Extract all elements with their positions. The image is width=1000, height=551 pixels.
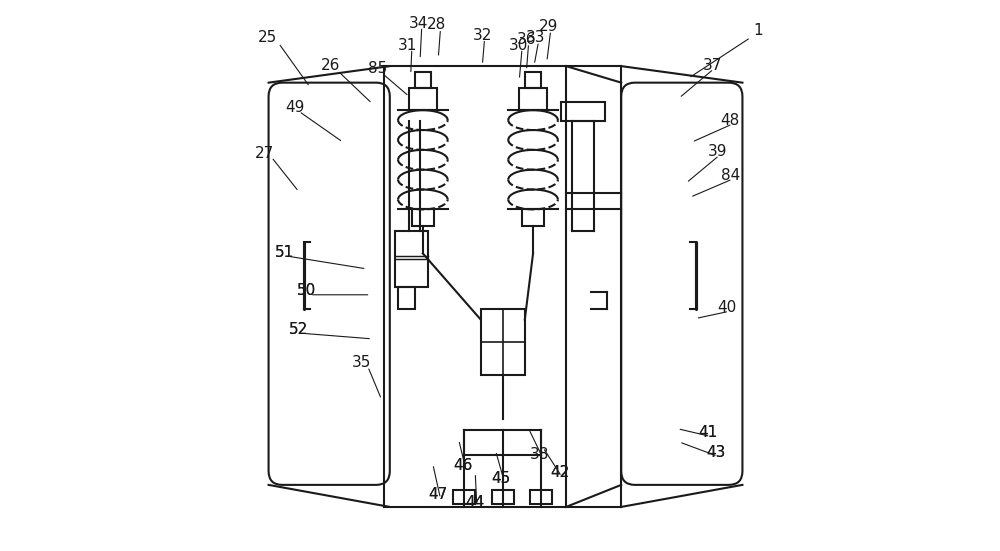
Bar <box>409 88 437 110</box>
Text: 51: 51 <box>274 245 294 260</box>
Text: 26: 26 <box>321 57 340 73</box>
Text: 85: 85 <box>368 61 387 77</box>
Text: 25: 25 <box>258 30 277 45</box>
Text: 29: 29 <box>539 19 558 34</box>
Text: 43: 43 <box>706 445 726 461</box>
Text: 47: 47 <box>429 487 448 503</box>
Text: 37: 37 <box>702 57 722 73</box>
Text: 52: 52 <box>289 322 309 337</box>
Text: 44: 44 <box>466 495 485 510</box>
Text: 35: 35 <box>351 355 371 370</box>
Bar <box>395 231 428 287</box>
Bar <box>398 287 415 309</box>
Bar <box>492 490 514 504</box>
Text: 46: 46 <box>453 458 472 473</box>
Text: 38: 38 <box>530 447 549 462</box>
Bar <box>522 209 544 226</box>
Text: 34: 34 <box>409 15 428 31</box>
Bar <box>412 209 434 226</box>
Text: 50: 50 <box>296 283 316 299</box>
Text: 41: 41 <box>699 425 718 440</box>
Text: 52: 52 <box>289 322 309 337</box>
Text: 42: 42 <box>550 465 569 480</box>
Text: 45: 45 <box>491 471 511 486</box>
Bar <box>525 72 541 88</box>
Bar <box>453 490 475 504</box>
Text: 43: 43 <box>706 445 726 461</box>
Text: 51: 51 <box>274 245 294 260</box>
Text: 48: 48 <box>721 112 740 128</box>
Text: 46: 46 <box>453 458 472 473</box>
Text: 27: 27 <box>255 145 274 161</box>
Text: 36: 36 <box>517 32 536 47</box>
Text: 84: 84 <box>721 168 740 183</box>
Bar <box>519 88 547 110</box>
Bar <box>481 309 525 375</box>
Text: 42: 42 <box>550 465 569 480</box>
Text: 45: 45 <box>491 471 511 486</box>
Text: 47: 47 <box>429 487 448 503</box>
Text: 49: 49 <box>285 100 305 115</box>
Bar <box>415 72 431 88</box>
Bar <box>561 102 605 121</box>
Text: 30: 30 <box>508 37 528 53</box>
Text: 41: 41 <box>699 425 718 440</box>
Text: 32: 32 <box>473 28 492 44</box>
Text: 33: 33 <box>526 30 546 45</box>
Text: 40: 40 <box>717 300 737 315</box>
Text: 50: 50 <box>296 283 316 299</box>
Text: 28: 28 <box>427 17 446 33</box>
Text: 31: 31 <box>398 37 417 53</box>
Text: 39: 39 <box>708 144 727 159</box>
Bar <box>530 490 552 504</box>
Text: 1: 1 <box>753 23 763 38</box>
Text: 44: 44 <box>466 495 485 510</box>
